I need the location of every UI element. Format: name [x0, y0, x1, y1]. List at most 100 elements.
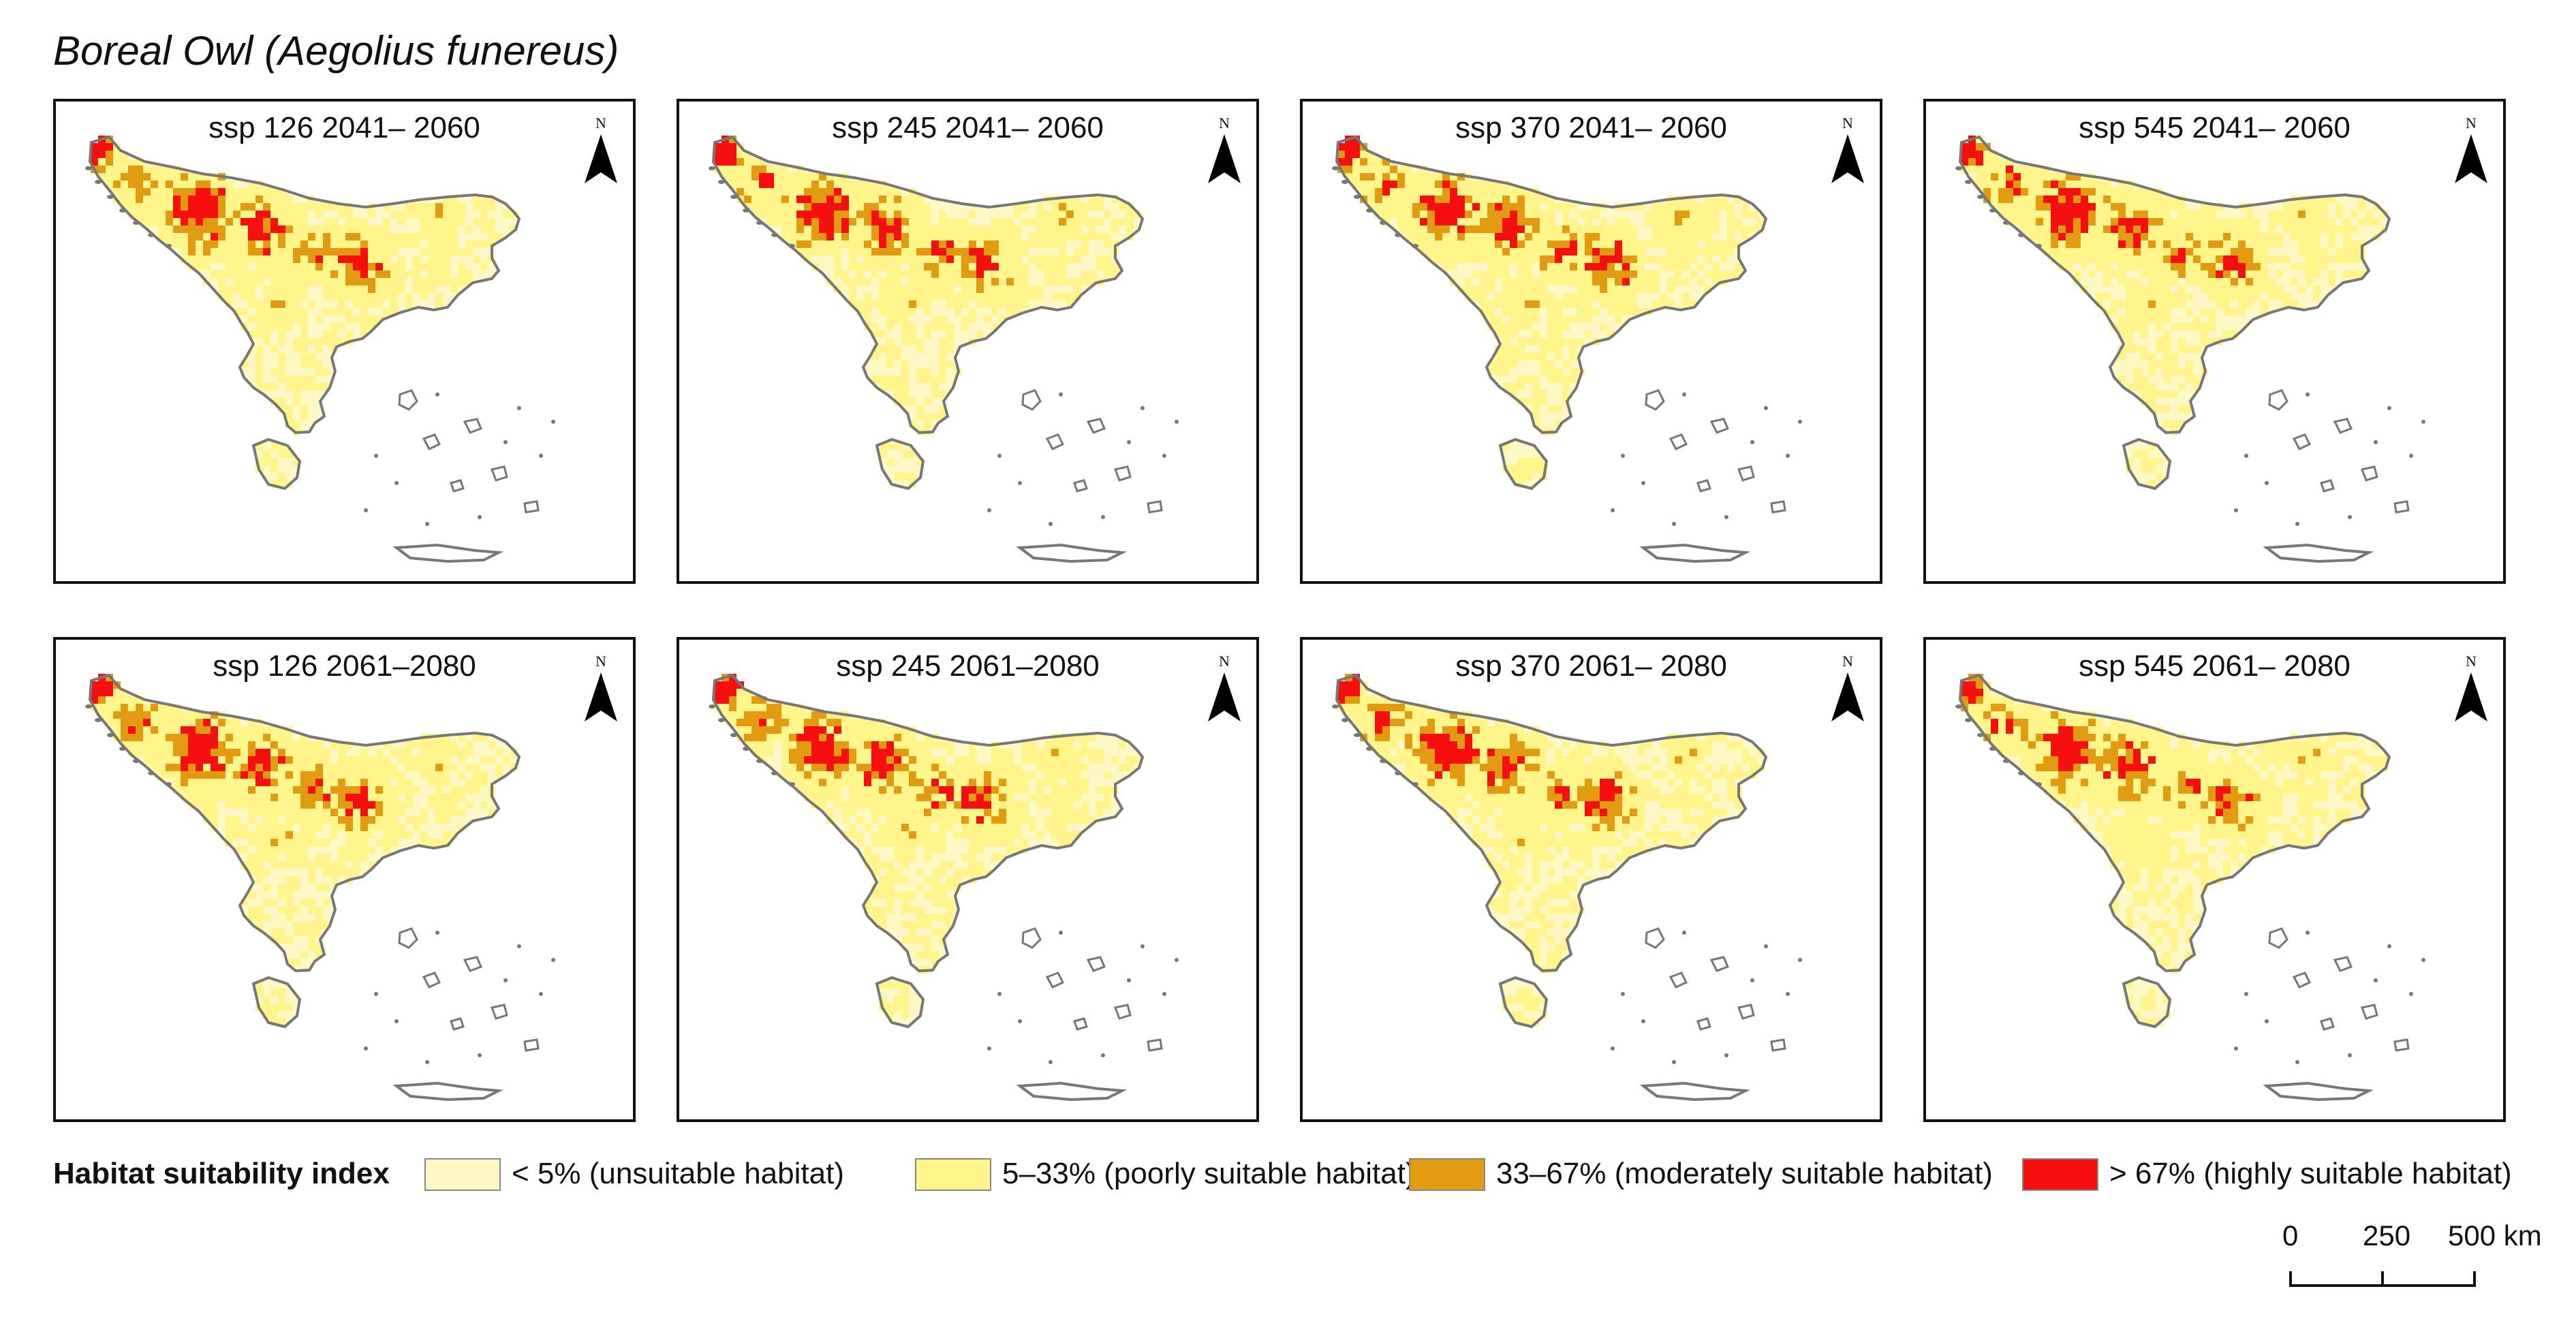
habitat-cell: [1525, 473, 1532, 480]
habitat-cell: [98, 681, 106, 689]
habitat-cell: [1600, 240, 1607, 248]
habitat-cell: [834, 173, 841, 181]
habitat-cell: [1442, 255, 1450, 263]
habitat-cell: [1697, 226, 1705, 233]
habitat-cell: [2268, 211, 2276, 218]
habitat-cell: [2148, 226, 2156, 233]
habitat-cell: [886, 323, 894, 330]
habitat-cell: [954, 248, 961, 255]
habitat-cell: [2148, 248, 2156, 255]
habitat-cell: [856, 801, 864, 809]
habitat-cell: [465, 786, 473, 794]
habitat-cell: [999, 240, 1006, 248]
habitat-cell: [2246, 270, 2253, 278]
habitat-cell: [744, 196, 751, 203]
habitat-cell: [841, 233, 849, 240]
habitat-cell: [886, 233, 894, 240]
habitat-cell: [1750, 226, 1757, 233]
habitat-cell: [901, 794, 909, 801]
habitat-cell: [173, 211, 181, 218]
habitat-cell: [1472, 734, 1480, 741]
habitat-cell: [2043, 240, 2051, 248]
habitat-cell: [894, 734, 901, 741]
habitat-cell: [781, 188, 789, 196]
habitat-cell: [1021, 786, 1029, 794]
habitat-cell: [1570, 375, 1577, 383]
habitat-cell: [435, 278, 443, 285]
habitat-cell: [1066, 809, 1074, 816]
habitat-cell: [946, 263, 954, 270]
islet: [1395, 233, 1401, 237]
habitat-cell: [278, 203, 285, 211]
habitat-cell: [2013, 203, 2021, 211]
habitat-cell: [2088, 226, 2096, 233]
habitat-cell: [405, 801, 413, 809]
habitat-cell: [2013, 196, 2021, 203]
habitat-cell: [106, 711, 113, 719]
north-label: N: [1842, 114, 1853, 131]
habitat-cell: [796, 248, 804, 255]
habitat-cell: [909, 278, 916, 285]
habitat-cell: [931, 779, 939, 786]
habitat-cell: [1577, 248, 1585, 255]
habitat-cell: [1345, 696, 1352, 704]
habitat-cell: [1735, 196, 1742, 203]
habitat-cell: [999, 300, 1006, 308]
habitat-cell: [196, 188, 203, 196]
habitat-cell: [879, 786, 886, 794]
habitat-cell: [353, 293, 360, 300]
habitat-cell: [2148, 293, 2156, 300]
habitat-cell: [383, 839, 390, 846]
habitat-cell: [255, 226, 263, 233]
habitat-cell: [1089, 816, 1096, 824]
habitat-cell: [2043, 248, 2051, 255]
habitat-cell: [360, 786, 368, 794]
habitat-cell: [796, 711, 804, 719]
habitat-cell: [916, 921, 924, 929]
habitat-cell: [2238, 285, 2246, 293]
habitat-cell: [774, 166, 781, 173]
habitat-cell: [2186, 270, 2193, 278]
habitat-cell: [255, 809, 263, 816]
habitat-cell: [909, 786, 916, 794]
habitat-cell: [2231, 270, 2238, 278]
habitat-cell: [1675, 756, 1682, 764]
habitat-cell: [2268, 285, 2276, 293]
habitat-cell: [1390, 203, 1397, 211]
habitat-cell: [1345, 151, 1352, 158]
habitat-cell: [398, 255, 405, 263]
habitat-cell: [1592, 285, 1600, 293]
habitat-cell: [1637, 749, 1645, 756]
habitat-cell: [113, 719, 121, 726]
habitat-cell: [1472, 196, 1480, 203]
habitat-cell: [203, 233, 211, 240]
habitat-cell: [2088, 233, 2096, 240]
habitat-cell: [856, 831, 864, 839]
habitat-cell: [841, 240, 849, 248]
islet: [503, 440, 508, 444]
habitat-cell: [811, 173, 819, 181]
habitat-cell: [1757, 218, 1765, 226]
habitat-cell: [1495, 323, 1502, 330]
habitat-cell: [293, 226, 300, 233]
habitat-cell: [2148, 465, 2156, 473]
habitat-cell: [1547, 203, 1555, 211]
habitat-cell: [2223, 278, 2231, 285]
habitat-cell: [834, 719, 841, 726]
habitat-cell: [2126, 323, 2133, 330]
habitat-cell: [1405, 764, 1412, 771]
habitat-cell: [278, 300, 285, 308]
habitat-cell: [270, 1011, 278, 1019]
habitat-cell: [278, 861, 285, 869]
habitat-cell: [901, 801, 909, 809]
habitat-cell: [360, 218, 368, 226]
habitat-cell: [2036, 218, 2043, 226]
habitat-cell: [2343, 233, 2350, 240]
habitat-cell: [413, 278, 420, 285]
habitat-cell: [226, 719, 233, 726]
habitat-cell: [1727, 270, 1735, 278]
habitat-cell: [203, 196, 211, 203]
habitat-cell: [158, 196, 166, 203]
habitat-cell: [834, 211, 841, 218]
habitat-cell: [2006, 181, 2013, 188]
